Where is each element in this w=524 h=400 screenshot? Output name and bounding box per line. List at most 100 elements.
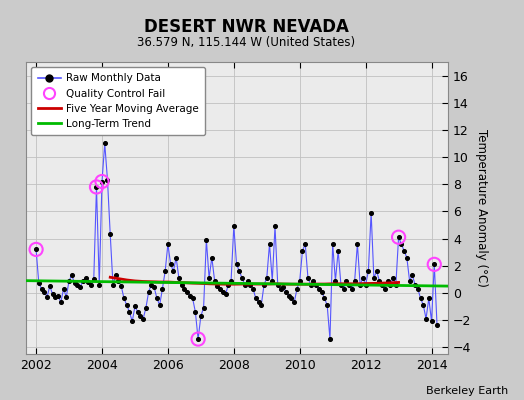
Point bbox=[73, 282, 81, 288]
Point bbox=[386, 282, 395, 288]
Point bbox=[95, 282, 103, 288]
Point bbox=[249, 286, 257, 292]
Point bbox=[378, 282, 386, 288]
Point bbox=[189, 295, 197, 302]
Point bbox=[202, 237, 211, 243]
Point bbox=[276, 286, 285, 292]
Point bbox=[48, 291, 57, 298]
Point bbox=[43, 294, 51, 300]
Point bbox=[230, 223, 238, 230]
Point bbox=[194, 336, 202, 342]
Point bbox=[180, 286, 189, 292]
Point bbox=[174, 275, 183, 281]
Point bbox=[279, 284, 288, 291]
Point bbox=[59, 286, 68, 292]
Point bbox=[274, 282, 282, 288]
Point bbox=[109, 282, 117, 288]
Point bbox=[194, 336, 202, 342]
Point bbox=[257, 302, 266, 308]
Point bbox=[120, 295, 128, 302]
Point bbox=[213, 283, 222, 289]
Point bbox=[408, 272, 417, 278]
Point bbox=[422, 316, 430, 322]
Point bbox=[268, 278, 277, 284]
Point bbox=[340, 286, 348, 292]
Point bbox=[101, 140, 109, 147]
Point bbox=[369, 275, 378, 281]
Point bbox=[334, 248, 342, 254]
Point bbox=[326, 336, 334, 342]
Point bbox=[46, 283, 54, 289]
Point bbox=[145, 288, 153, 295]
Point bbox=[367, 210, 375, 216]
Point bbox=[112, 272, 120, 278]
Point bbox=[131, 303, 139, 310]
Point bbox=[70, 280, 79, 286]
Point bbox=[208, 254, 216, 261]
Text: 36.579 N, 115.144 W (United States): 36.579 N, 115.144 W (United States) bbox=[137, 36, 355, 49]
Point bbox=[356, 282, 364, 288]
Point bbox=[260, 282, 268, 288]
Point bbox=[301, 241, 309, 247]
Point bbox=[293, 286, 301, 292]
Point bbox=[196, 313, 205, 319]
Point bbox=[90, 276, 98, 282]
Point bbox=[161, 268, 169, 274]
Point bbox=[263, 275, 271, 281]
Point bbox=[282, 288, 290, 295]
Point bbox=[106, 231, 114, 238]
Point bbox=[402, 254, 411, 261]
Point bbox=[32, 246, 40, 253]
Point bbox=[68, 272, 76, 278]
Point bbox=[87, 282, 95, 288]
Point bbox=[183, 288, 191, 295]
Point bbox=[430, 261, 439, 268]
Point bbox=[384, 278, 392, 284]
Point bbox=[156, 302, 164, 308]
Point bbox=[430, 261, 439, 268]
Point bbox=[123, 302, 131, 308]
Point bbox=[57, 299, 65, 306]
Point bbox=[40, 288, 49, 295]
Point bbox=[98, 178, 106, 185]
Point bbox=[128, 318, 136, 325]
Point bbox=[211, 278, 219, 284]
Point bbox=[185, 292, 194, 299]
Point bbox=[389, 275, 397, 281]
Point bbox=[37, 286, 46, 292]
Point bbox=[232, 261, 241, 268]
Point bbox=[287, 295, 296, 302]
Point bbox=[136, 313, 145, 319]
Point bbox=[375, 278, 384, 284]
Point bbox=[419, 302, 428, 308]
Point bbox=[114, 278, 123, 284]
Point bbox=[411, 282, 419, 288]
Point bbox=[216, 286, 224, 292]
Point bbox=[243, 278, 252, 284]
Point bbox=[320, 295, 329, 302]
Legend: Raw Monthly Data, Quality Control Fail, Five Year Moving Average, Long-Term Tren: Raw Monthly Data, Quality Control Fail, … bbox=[31, 67, 205, 135]
Point bbox=[315, 286, 323, 292]
Point bbox=[380, 286, 389, 292]
Point bbox=[309, 278, 318, 284]
Point bbox=[147, 282, 156, 288]
Point bbox=[331, 278, 340, 284]
Point bbox=[428, 318, 436, 325]
Point bbox=[32, 246, 40, 253]
Point bbox=[397, 241, 406, 247]
Point bbox=[150, 284, 158, 291]
Point bbox=[433, 322, 441, 329]
Point bbox=[395, 234, 403, 240]
Point bbox=[103, 177, 112, 183]
Text: Berkeley Earth: Berkeley Earth bbox=[426, 386, 508, 396]
Point bbox=[351, 278, 359, 284]
Point bbox=[323, 302, 331, 308]
Point bbox=[51, 294, 60, 300]
Point bbox=[134, 309, 142, 315]
Point bbox=[152, 295, 161, 302]
Point bbox=[395, 234, 403, 240]
Point bbox=[252, 295, 260, 302]
Text: DESERT NWR NEVADA: DESERT NWR NEVADA bbox=[144, 18, 348, 36]
Point bbox=[98, 178, 106, 185]
Y-axis label: Temperature Anomaly (°C): Temperature Anomaly (°C) bbox=[475, 129, 488, 287]
